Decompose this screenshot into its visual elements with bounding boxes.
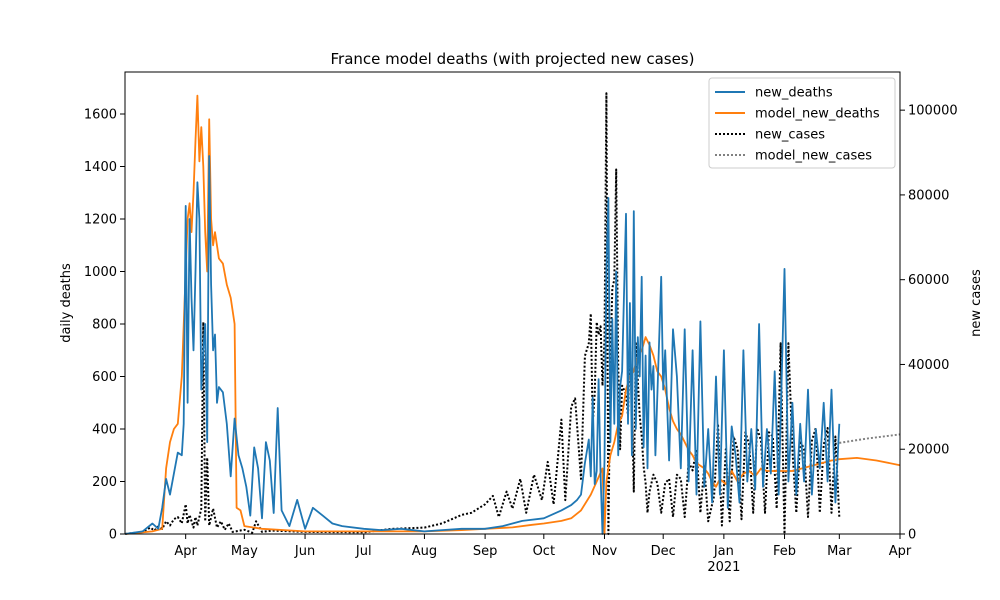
y-axis-label-left: daily deaths — [59, 263, 74, 343]
series-line-model-new-deaths — [124, 94, 901, 535]
series-line-model-new-cases — [839, 433, 901, 444]
y-tick-label: 600 — [92, 370, 117, 385]
series-line-new-deaths — [124, 155, 841, 535]
x-tick-label: Jul — [355, 544, 372, 559]
y-tick-label: 1000 — [84, 265, 117, 280]
plot-frame — [124, 71, 901, 535]
x-year-label: 2021 — [707, 560, 740, 575]
legend-label-new-cases: new_cases — [755, 128, 825, 143]
x-axis: Apr May Jun Jul Aug Sep Oct Nov Dec Jan Feb Mar Apr 2… — [174, 534, 912, 575]
y-axis-right: 0 20000 40000 60000 80000 100000 — [900, 104, 958, 543]
x-tick-label: May — [231, 544, 258, 559]
x-tick-label: Apr — [889, 544, 912, 559]
x-tick-label: Oct — [533, 544, 555, 559]
legend-label-model-new-cases: model_new_cases — [755, 149, 872, 164]
x-tick-label: Dec — [651, 544, 676, 559]
y-axis-left: 0 200 400 600 800 1000 1200 1400 1600 — [84, 108, 125, 543]
y2-tick-label: 0 — [908, 528, 916, 543]
legend: new_deaths model_new_deaths new_casesmodel… — [708, 77, 896, 169]
legend-label-new-deaths: new_deaths — [755, 86, 833, 101]
y-tick-label: 800 — [92, 318, 117, 333]
x-tick-label: Aug — [412, 544, 437, 559]
x-tick-label: Jan — [713, 544, 734, 559]
y2-tick-label: 80000 — [908, 188, 949, 203]
y2-tick-label: 40000 — [908, 358, 949, 373]
y-tick-label: 200 — [92, 475, 117, 490]
legend-label-model-new-deaths: model_new_deaths — [755, 107, 880, 122]
y-tick-label: 1400 — [84, 160, 117, 175]
x-tick-label: Nov — [592, 544, 618, 559]
y-axis-label-right: new cases — [969, 269, 984, 337]
series-layer — [124, 92, 901, 535]
series-line-new-cases — [124, 92, 841, 535]
y-tick-label: 1600 — [84, 108, 117, 123]
y2-tick-label: 20000 — [908, 443, 949, 458]
y-tick-label: 400 — [92, 423, 117, 438]
x-tick-label: Sep — [473, 544, 498, 559]
x-tick-label: Mar — [827, 544, 852, 559]
x-tick-label: Feb — [773, 544, 796, 559]
y2-tick-label: 100000 — [908, 104, 958, 119]
x-tick-label: Apr — [174, 544, 197, 559]
y2-tick-label: 60000 — [908, 273, 949, 288]
legend-box — [708, 77, 896, 169]
chart-title: France model deaths (with projected new … — [331, 50, 695, 68]
x-tick-label: Jun — [294, 544, 315, 559]
y-tick-label: 1200 — [84, 213, 117, 228]
y-tick-label: 0 — [109, 528, 117, 543]
